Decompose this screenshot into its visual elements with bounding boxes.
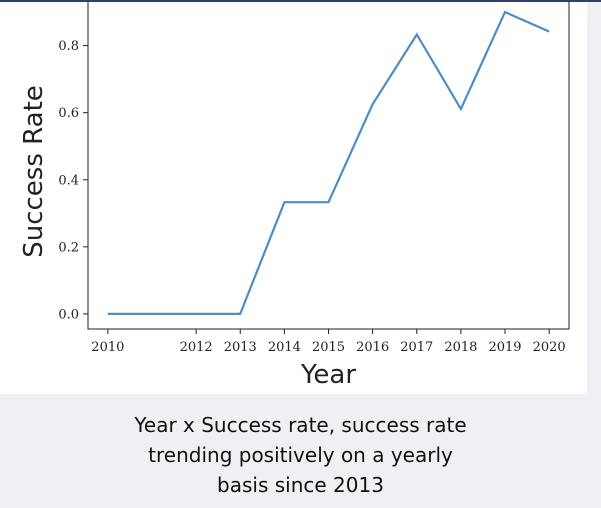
y-tick-label: 0.8 [58,39,79,54]
x-tick-label: 2019 [488,340,521,355]
y-axis-label: Success Rate [19,85,49,258]
caption-line: basis since 2013 [217,473,384,497]
caption: Year x Success rate, success rate trendi… [0,410,601,500]
x-tick-label: 2013 [224,340,257,355]
x-tick-label: 2015 [312,340,345,355]
caption-line: trending positively on a yearly [148,443,453,467]
y-tick-label: 0.4 [58,173,79,188]
x-tick-label: 2014 [268,340,301,355]
top-border [0,0,601,2]
series-line-success-rate [107,10,550,315]
x-tick-label: 2012 [180,340,213,355]
x-tick-label: 2016 [356,340,389,355]
y-tick-label: 0.2 [58,240,79,255]
plot-frame [87,2,570,330]
x-tick-label: 2020 [533,340,566,355]
x-tick-label: 2018 [444,340,477,355]
y-tick-label: 0.6 [58,106,79,121]
x-tick-label: 2017 [400,340,433,355]
x-tick-label: 2010 [91,340,124,355]
chart-panel: 0.0 0.2 0.4 0.6 0.8 2010 2012 2013 2014 2015 2016… [0,2,587,394]
caption-line: Year x Success rate, success rate [134,413,467,437]
line-chart: 0.0 0.2 0.4 0.6 0.8 2010 2012 2013 2014 2015 2016… [19,2,570,390]
y-tick-label: 0.0 [58,307,79,322]
x-axis-label: Year [300,360,356,390]
